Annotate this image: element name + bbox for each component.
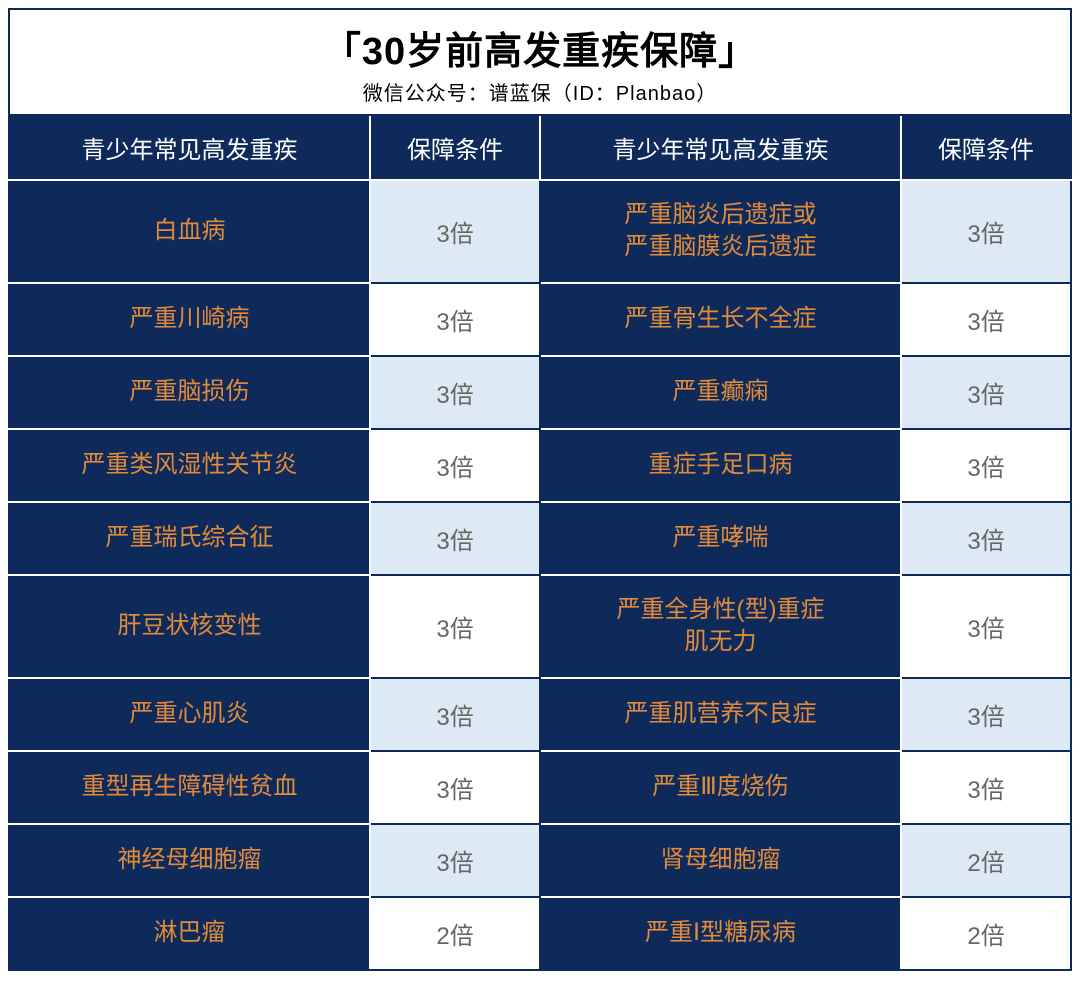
condition-cell-left: 3倍	[370, 751, 540, 824]
table-row: 淋巴瘤2倍严重Ⅰ型糖尿病2倍	[9, 897, 1071, 970]
condition-cell-right: 3倍	[901, 678, 1071, 751]
disease-cell-right: 严重Ⅲ度烧伤	[540, 751, 901, 824]
table-row: 重型再生障碍性贫血3倍严重Ⅲ度烧伤3倍	[9, 751, 1071, 824]
title-cell: 「30岁前高发重疾保障」 微信公众号：谱蓝保（ID：Planbao）	[9, 9, 1071, 115]
condition-cell-left: 3倍	[370, 356, 540, 429]
disease-cell-right: 严重Ⅰ型糖尿病	[540, 897, 901, 970]
table-row: 严重类风湿性关节炎3倍重症手足口病3倍	[9, 429, 1071, 502]
disease-cell-right: 严重哮喘	[540, 502, 901, 575]
disease-cell-right: 严重全身性(型)重症肌无力	[540, 575, 901, 678]
condition-cell-right: 3倍	[901, 575, 1071, 678]
disease-cell-right: 严重肌营养不良症	[540, 678, 901, 751]
table-row: 神经母细胞瘤3倍肾母细胞瘤2倍	[9, 824, 1071, 897]
sub-title: 微信公众号：谱蓝保（ID：Planbao）	[10, 77, 1070, 106]
condition-cell-left: 3倍	[370, 429, 540, 502]
header-disease-left: 青少年常见高发重疾	[9, 115, 370, 180]
disease-cell-left: 重型再生障碍性贫血	[9, 751, 370, 824]
insurance-table: 「30岁前高发重疾保障」 微信公众号：谱蓝保（ID：Planbao） 青少年常见…	[8, 8, 1072, 971]
condition-cell-left: 2倍	[370, 897, 540, 970]
table-row: 严重心肌炎3倍严重肌营养不良症3倍	[9, 678, 1071, 751]
condition-cell-right: 3倍	[901, 751, 1071, 824]
disease-cell-left: 严重川崎病	[9, 283, 370, 356]
disease-cell-right: 严重脑炎后遗症或严重脑膜炎后遗症	[540, 180, 901, 283]
disease-cell-right: 肾母细胞瘤	[540, 824, 901, 897]
disease-cell-right: 重症手足口病	[540, 429, 901, 502]
table-row: 严重川崎病3倍严重骨生长不全症3倍	[9, 283, 1071, 356]
disease-cell-right: 严重癫痫	[540, 356, 901, 429]
table-row: 严重脑损伤3倍严重癫痫3倍	[9, 356, 1071, 429]
main-title: 「30岁前高发重疾保障」	[10, 20, 1070, 75]
disease-cell-right: 严重骨生长不全症	[540, 283, 901, 356]
header-row: 青少年常见高发重疾 保障条件 青少年常见高发重疾 保障条件	[9, 115, 1071, 180]
disease-cell-left: 白血病	[9, 180, 370, 283]
disease-cell-left: 严重脑损伤	[9, 356, 370, 429]
condition-cell-right: 3倍	[901, 502, 1071, 575]
header-disease-right: 青少年常见高发重疾	[540, 115, 901, 180]
disease-cell-left: 肝豆状核变性	[9, 575, 370, 678]
condition-cell-right: 2倍	[901, 824, 1071, 897]
table-row: 肝豆状核变性3倍严重全身性(型)重症肌无力3倍	[9, 575, 1071, 678]
condition-cell-right: 3倍	[901, 429, 1071, 502]
header-condition-left: 保障条件	[370, 115, 540, 180]
disease-cell-left: 严重瑞氏综合征	[9, 502, 370, 575]
condition-cell-right: 3倍	[901, 356, 1071, 429]
condition-cell-left: 3倍	[370, 502, 540, 575]
disease-cell-left: 淋巴瘤	[9, 897, 370, 970]
title-row: 「30岁前高发重疾保障」 微信公众号：谱蓝保（ID：Planbao）	[9, 9, 1071, 115]
disease-cell-left: 严重类风湿性关节炎	[9, 429, 370, 502]
condition-cell-left: 3倍	[370, 575, 540, 678]
condition-cell-right: 3倍	[901, 180, 1071, 283]
disease-cell-left: 严重心肌炎	[9, 678, 370, 751]
condition-cell-left: 3倍	[370, 180, 540, 283]
table-row: 白血病3倍严重脑炎后遗症或严重脑膜炎后遗症3倍	[9, 180, 1071, 283]
disease-cell-left: 神经母细胞瘤	[9, 824, 370, 897]
condition-cell-left: 3倍	[370, 678, 540, 751]
condition-cell-left: 3倍	[370, 824, 540, 897]
header-condition-right: 保障条件	[901, 115, 1071, 180]
table-row: 严重瑞氏综合征3倍严重哮喘3倍	[9, 502, 1071, 575]
condition-cell-right: 2倍	[901, 897, 1071, 970]
condition-cell-right: 3倍	[901, 283, 1071, 356]
condition-cell-left: 3倍	[370, 283, 540, 356]
